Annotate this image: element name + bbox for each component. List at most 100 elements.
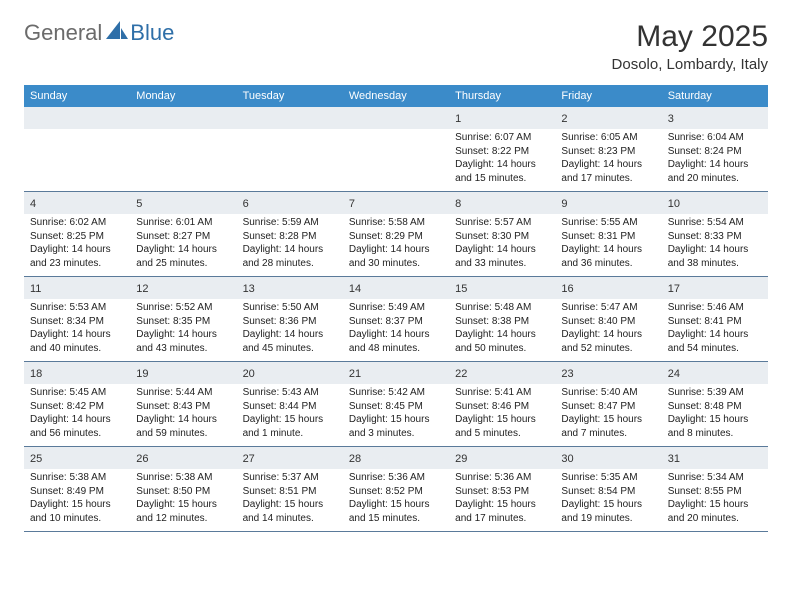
calendar-day: 26Sunrise: 5:38 AMSunset: 8:50 PMDayligh… xyxy=(130,447,236,532)
day-info: Sunrise: 5:49 AMSunset: 8:37 PMDaylight:… xyxy=(349,301,443,355)
date-strip: 15 xyxy=(449,277,555,299)
day-info: Sunrise: 5:41 AMSunset: 8:46 PMDaylight:… xyxy=(455,386,549,440)
calendar-table: SundayMondayTuesdayWednesdayThursdayFrid… xyxy=(24,85,768,532)
date-number: 29 xyxy=(455,453,467,465)
day-header-row: SundayMondayTuesdayWednesdayThursdayFrid… xyxy=(24,85,768,107)
date-strip: 20 xyxy=(237,362,343,384)
day-info: Sunrise: 6:05 AMSunset: 8:23 PMDaylight:… xyxy=(561,131,655,185)
date-strip: 22 xyxy=(449,362,555,384)
day-info: Sunrise: 5:55 AMSunset: 8:31 PMDaylight:… xyxy=(561,216,655,270)
day-header: Saturday xyxy=(662,85,768,107)
date-number: 27 xyxy=(243,453,255,465)
date-number: 25 xyxy=(30,453,42,465)
calendar-day: 6Sunrise: 5:59 AMSunset: 8:28 PMDaylight… xyxy=(237,192,343,277)
date-number: 24 xyxy=(668,368,680,380)
logo-sail-icon xyxy=(106,21,128,39)
calendar-page: General Blue May 2025 Dosolo, Lombardy, … xyxy=(0,0,792,552)
date-strip: 25 xyxy=(24,447,130,469)
day-info: Sunrise: 6:01 AMSunset: 8:27 PMDaylight:… xyxy=(136,216,230,270)
date-strip: 26 xyxy=(130,447,236,469)
calendar-day: 22Sunrise: 5:41 AMSunset: 8:46 PMDayligh… xyxy=(449,362,555,447)
logo-text-blue: Blue xyxy=(130,20,174,46)
calendar-day: 1Sunrise: 6:07 AMSunset: 8:22 PMDaylight… xyxy=(449,107,555,192)
day-header: Friday xyxy=(555,85,661,107)
date-number: 17 xyxy=(668,283,680,295)
calendar-day-empty: . xyxy=(343,107,449,192)
date-number: 10 xyxy=(668,198,680,210)
day-info: Sunrise: 5:47 AMSunset: 8:40 PMDaylight:… xyxy=(561,301,655,355)
date-number: 7 xyxy=(349,198,355,210)
date-number: 28 xyxy=(349,453,361,465)
date-number: 16 xyxy=(561,283,573,295)
date-strip: 23 xyxy=(555,362,661,384)
day-info: Sunrise: 5:37 AMSunset: 8:51 PMDaylight:… xyxy=(243,471,337,525)
calendar-day: 3 Sunrise: 6:04 AMSunset: 8:24 PMDaylight… xyxy=(662,107,768,192)
day-info: Sunrise: 5:38 AMSunset: 8:50 PMDaylight:… xyxy=(136,471,230,525)
calendar-day: 28 Sunrise: 5:36 AMSunset: 8:52 PMDayligh… xyxy=(343,447,449,532)
day-info: Sunrise: 5:38 AMSunset: 8:49 PMDaylight:… xyxy=(30,471,124,525)
day-info: Sunrise: 5:36 AMSunset: 8:52 PMDaylight:… xyxy=(349,471,443,525)
day-info: Sunrise: 5:48 AMSunset: 8:38 PMDaylight:… xyxy=(455,301,549,355)
day-info: Sunrise: 5:44 AMSunset: 8:43 PMDaylight:… xyxy=(136,386,230,440)
date-strip: 1 xyxy=(449,107,555,129)
date-number: 14 xyxy=(349,283,361,295)
calendar-day: 15 Sunrise: 5:48 AMSunset: 8:38 PMDayligh… xyxy=(449,277,555,362)
date-number: 2 xyxy=(561,113,567,125)
date-strip: 14 xyxy=(343,277,449,299)
day-info: Sunrise: 6:07 AMSunset: 8:22 PMDaylight:… xyxy=(455,131,549,185)
title-block: May 2025 Dosolo, Lombardy, Italy xyxy=(612,20,768,73)
day-info: Sunrise: 6:02 AMSunset: 8:25 PMDaylight:… xyxy=(30,216,124,270)
date-strip: . xyxy=(130,107,236,129)
calendar-day: 2 Sunrise: 6:05 AMSunset: 8:23 PMDaylight… xyxy=(555,107,661,192)
date-strip: 29 xyxy=(449,447,555,469)
calendar-day: 8Sunrise: 5:57 AMSunset: 8:30 PMDaylight… xyxy=(449,192,555,277)
calendar-week: 18Sunrise: 5:45 AMSunset: 8:42 PMDayligh… xyxy=(24,362,768,447)
calendar-day: 11Sunrise: 5:53 AMSunset: 8:34 PMDayligh… xyxy=(24,277,130,362)
header: General Blue May 2025 Dosolo, Lombardy, … xyxy=(24,20,768,73)
day-info: Sunrise: 5:39 AMSunset: 8:48 PMDaylight:… xyxy=(668,386,762,440)
day-info: Sunrise: 5:42 AMSunset: 8:45 PMDaylight:… xyxy=(349,386,443,440)
day-header: Tuesday xyxy=(237,85,343,107)
date-strip: 4 xyxy=(24,192,130,214)
day-header: Monday xyxy=(130,85,236,107)
calendar-body: ....1Sunrise: 6:07 AMSunset: 8:22 PMDayl… xyxy=(24,107,768,532)
date-number: 9 xyxy=(561,198,567,210)
calendar-day: 16 Sunrise: 5:47 AMSunset: 8:40 PMDayligh… xyxy=(555,277,661,362)
date-number: 8 xyxy=(455,198,461,210)
date-strip: 12 xyxy=(130,277,236,299)
date-strip: 6 xyxy=(237,192,343,214)
day-info: Sunrise: 5:59 AMSunset: 8:28 PMDaylight:… xyxy=(243,216,337,270)
day-info: Sunrise: 5:58 AMSunset: 8:29 PMDaylight:… xyxy=(349,216,443,270)
date-strip: 30 xyxy=(555,447,661,469)
day-header: Wednesday xyxy=(343,85,449,107)
date-strip: 21 xyxy=(343,362,449,384)
date-number: 15 xyxy=(455,283,467,295)
day-info: Sunrise: 5:54 AMSunset: 8:33 PMDaylight:… xyxy=(668,216,762,270)
calendar-day: 9 Sunrise: 5:55 AMSunset: 8:31 PMDaylight… xyxy=(555,192,661,277)
calendar-week: ....1Sunrise: 6:07 AMSunset: 8:22 PMDayl… xyxy=(24,107,768,192)
logo-text-general: General xyxy=(24,20,102,46)
calendar-day-empty: . xyxy=(237,107,343,192)
day-info: Sunrise: 5:53 AMSunset: 8:34 PMDaylight:… xyxy=(30,301,124,355)
day-info: Sunrise: 5:50 AMSunset: 8:36 PMDaylight:… xyxy=(243,301,337,355)
calendar-day: 12Sunrise: 5:52 AMSunset: 8:35 PMDayligh… xyxy=(130,277,236,362)
date-strip: 8 xyxy=(449,192,555,214)
date-number: 3 xyxy=(668,113,674,125)
day-info: Sunrise: 5:36 AMSunset: 8:53 PMDaylight:… xyxy=(455,471,549,525)
date-strip: 24 xyxy=(662,362,768,384)
calendar-day: 13Sunrise: 5:50 AMSunset: 8:36 PMDayligh… xyxy=(237,277,343,362)
day-info: Sunrise: 6:04 AMSunset: 8:24 PMDaylight:… xyxy=(668,131,762,185)
calendar-day: 10 Sunrise: 5:54 AMSunset: 8:33 PMDayligh… xyxy=(662,192,768,277)
date-strip: 28 xyxy=(343,447,449,469)
calendar-week: 11Sunrise: 5:53 AMSunset: 8:34 PMDayligh… xyxy=(24,277,768,362)
date-strip: 11 xyxy=(24,277,130,299)
calendar-day: 7 Sunrise: 5:58 AMSunset: 8:29 PMDaylight… xyxy=(343,192,449,277)
date-number: 21 xyxy=(349,368,361,380)
calendar-week: 4Sunrise: 6:02 AMSunset: 8:25 PMDaylight… xyxy=(24,192,768,277)
calendar-week: 25 Sunrise: 5:38 AMSunset: 8:49 PMDayligh… xyxy=(24,447,768,532)
date-strip: 3 xyxy=(662,107,768,129)
calendar-day: 24 Sunrise: 5:39 AMSunset: 8:48 PMDayligh… xyxy=(662,362,768,447)
calendar-day: 20Sunrise: 5:43 AMSunset: 8:44 PMDayligh… xyxy=(237,362,343,447)
date-number: 12 xyxy=(136,283,148,295)
date-strip: 5 xyxy=(130,192,236,214)
